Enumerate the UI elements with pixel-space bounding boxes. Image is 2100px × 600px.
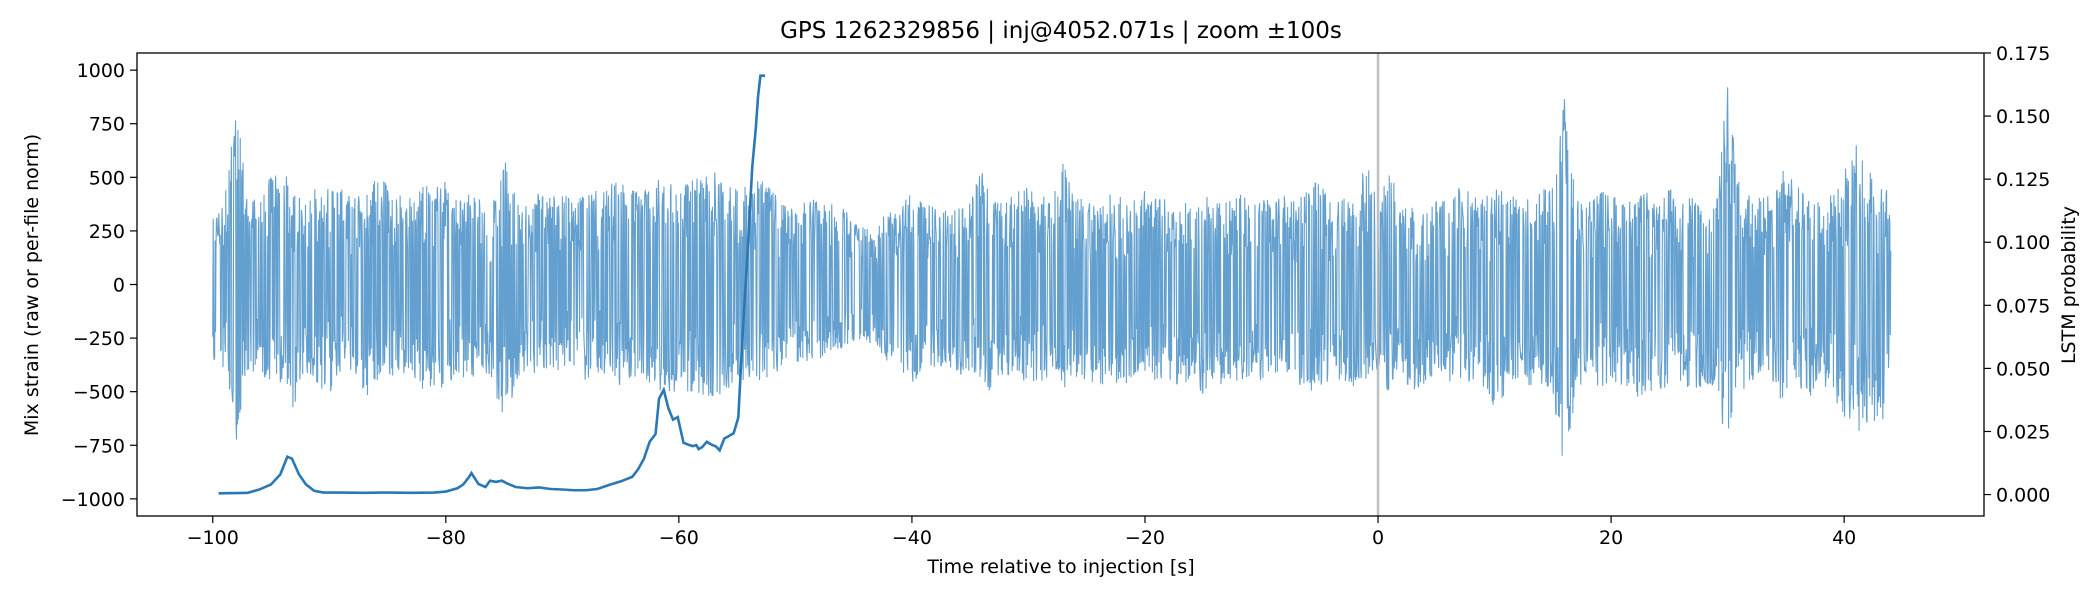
right-y-axis-label: LSTM probability (2058, 206, 2080, 364)
right-y-tick-label: 0.150 (1996, 106, 2050, 128)
right-y-tick-label: 0.100 (1996, 232, 2050, 254)
x-tick-label: −60 (659, 527, 699, 549)
lstm-probability-line (218, 74, 766, 495)
left-y-tick-label: 1000 (77, 60, 125, 82)
x-tick-label: −100 (187, 527, 239, 549)
plot-area: −100 −80 −60 −40 −20 0 20 40 −1000 −750 −500 −250 0 2… (61, 43, 2051, 549)
x-tick-label: −80 (426, 527, 466, 549)
left-y-tick-label: −1000 (61, 489, 125, 511)
x-axis-label: Time relative to injection [s] (926, 556, 1194, 578)
left-y-tick-label: −500 (73, 382, 125, 404)
right-y-tick-label: 0.125 (1996, 169, 2050, 191)
x-tick-label: −20 (1125, 527, 1165, 549)
right-y-tick-label: 0.050 (1996, 358, 2050, 380)
chart-title: GPS 1262329856 | inj@4052.071s | zoom ±1… (780, 18, 1342, 44)
strain-series-line (212, 87, 1892, 456)
right-y-tick-label: 0.075 (1996, 295, 2050, 317)
right-y-tick-label: 0.000 (1996, 485, 2050, 507)
x-tick-label: 40 (1832, 527, 1856, 549)
left-y-tick-label: 0 (113, 275, 125, 297)
left-y-tick-label: 750 (89, 114, 125, 136)
right-y-tick-label: 0.025 (1996, 421, 2050, 443)
left-y-tick-label: 500 (89, 167, 125, 189)
right-y-tick-label: 0.175 (1996, 43, 2050, 65)
left-y-axis-label: Mix strain (raw or per-file norm) (21, 134, 43, 436)
x-tick-label: −40 (892, 527, 932, 549)
left-y-tick-label: 250 (89, 221, 125, 243)
left-y-tick-label: −750 (73, 435, 125, 457)
x-tick-label: 20 (1599, 527, 1623, 549)
x-tick-label: 0 (1372, 527, 1384, 549)
left-y-tick-label: −250 (73, 328, 125, 350)
